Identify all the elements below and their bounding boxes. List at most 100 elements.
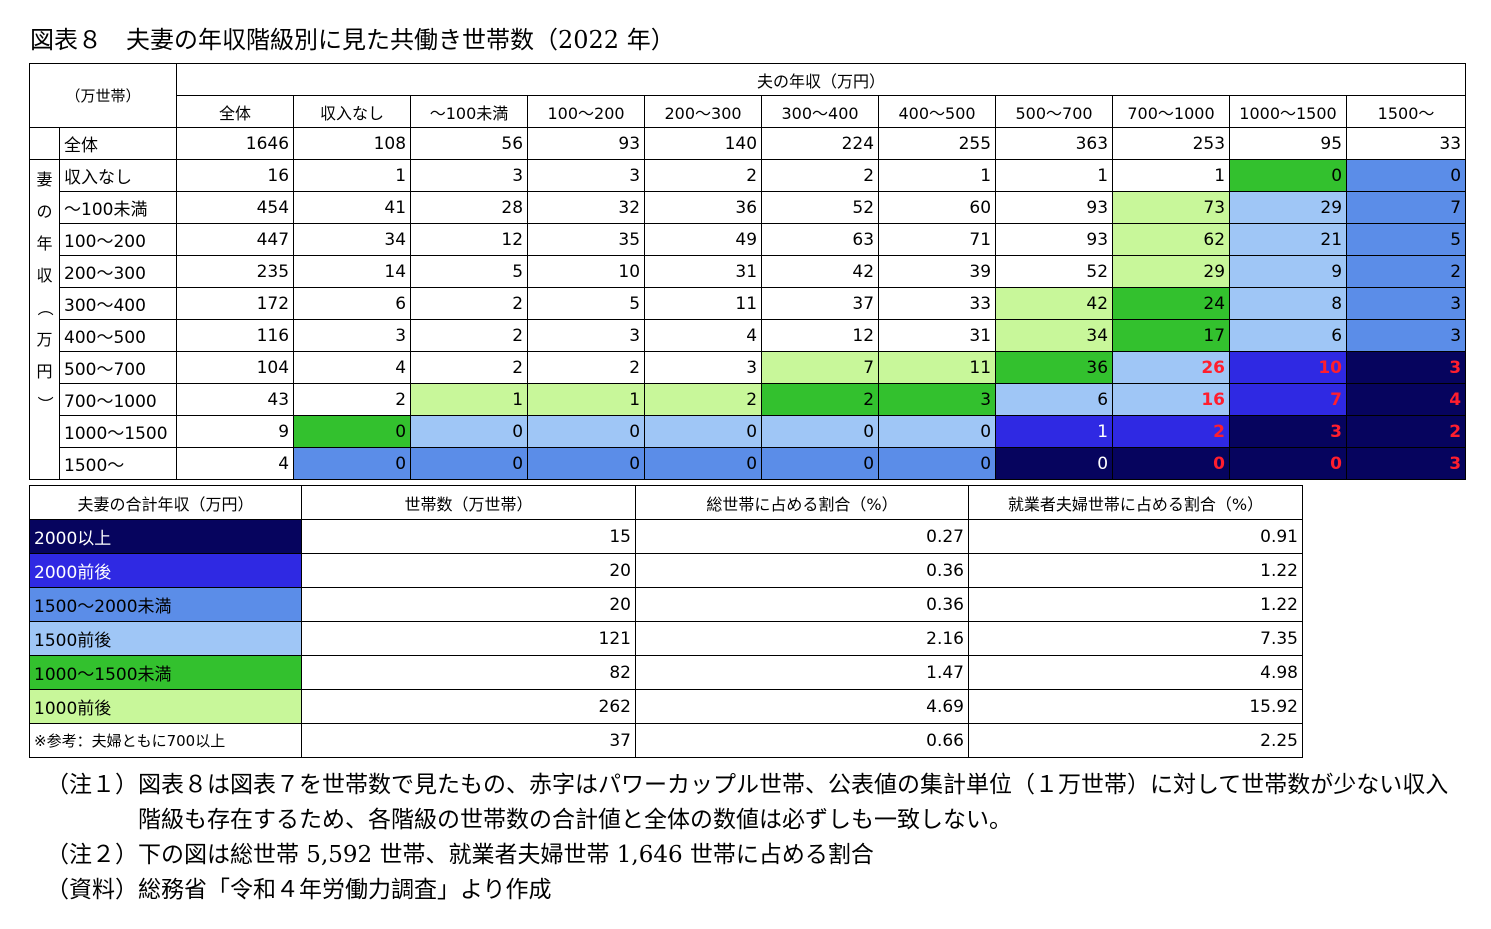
data-cell: 4 [176, 447, 295, 480]
table-row: 400～500 116 3 2 3 4 12 31 34 17 6 3 [30, 319, 1467, 352]
data-cell: 5 [410, 255, 529, 288]
table-row: 全体 1646 108 56 93 140 224 255 363 253 95 33 [29, 127, 1467, 160]
share-total-cell: 4.69 [635, 689, 969, 724]
table-row: 妻の年収（万円）収入なし 16 1 3 3 2 2 1 1 1 0 0 [29, 159, 1467, 480]
data-cell: 1 [878, 159, 997, 192]
table-row: 100～200 447 34 12 35 49 63 71 93 62 21 5 [30, 223, 1467, 256]
data-cell: 11 [878, 351, 997, 384]
column-header: 1500～ [1346, 95, 1467, 128]
data-cell: 56 [410, 127, 529, 160]
data-cell: 0 [410, 447, 529, 480]
matrix-header-row-2: 全体 収入なし ～100未満 100～200 200～300 300～400 400～500… [30, 95, 1467, 128]
data-cell: 35 [527, 223, 646, 256]
data-cell: 12 [410, 223, 529, 256]
data-cell: 2 [644, 383, 763, 416]
column-header: 全体 [176, 95, 295, 128]
summary-header: 総世帯に占める割合（%） [635, 485, 969, 520]
data-cell: 363 [995, 127, 1114, 160]
data-cell: 6 [1229, 319, 1348, 352]
data-cell: 36 [995, 351, 1114, 384]
data-cell: 10 [1229, 351, 1348, 384]
data-cell: 5 [1346, 223, 1467, 256]
table-row: 1000前後 262 4.69 15.92 [29, 689, 1303, 724]
note-text: 総務省「令和４年労働力調査」より作成 [138, 877, 552, 903]
data-cell: 9 [176, 415, 295, 448]
column-header: 400～500 [878, 95, 997, 128]
data-cell: 116 [176, 319, 295, 352]
share-working-cell: 7.35 [968, 621, 1303, 656]
income-band-label: ※参考：夫婦ともに700以上 [29, 723, 302, 758]
table-row: 500～700 104 4 2 2 3 7 11 36 26 10 3 [30, 351, 1467, 384]
note-key: （注２） [46, 842, 138, 868]
data-cell: 43 [176, 383, 295, 416]
data-cell: 93 [995, 223, 1114, 256]
data-cell: 14 [293, 255, 412, 288]
table-row: 1500～2000未満 20 0.36 1.22 [29, 587, 1303, 622]
data-cell: 21 [1229, 223, 1348, 256]
note-item: （注１） 図表８は図表７を世帯数で見たもの、赤字はパワーカップル世帯、公表値の集計… [46, 768, 1466, 838]
table-row: 1500前後 121 2.16 7.35 [29, 621, 1303, 656]
data-cell: 2 [410, 287, 529, 320]
data-cell: 60 [878, 191, 997, 224]
data-cell: 33 [878, 287, 997, 320]
share-working-cell: 0.91 [968, 519, 1303, 554]
data-cell: 4 [644, 319, 763, 352]
data-cell: 3 [293, 319, 412, 352]
row-label: 400～500 [58, 319, 178, 352]
data-cell: 0 [995, 447, 1114, 480]
row-label: 全体 [58, 127, 178, 160]
data-cell: 11 [644, 287, 763, 320]
data-cell: 1 [1112, 159, 1231, 192]
summary-header: 就業者夫婦世帯に占める割合（%） [968, 485, 1303, 520]
data-cell: 29 [1112, 255, 1231, 288]
data-cell: 28 [410, 191, 529, 224]
column-header: 300～400 [761, 95, 880, 128]
income-band-label: 1500～2000未満 [29, 587, 302, 622]
row-label: 300～400 [58, 287, 178, 320]
note-key: （資料） [46, 877, 138, 903]
data-cell: 2 [1346, 415, 1467, 448]
column-header: 100～200 [527, 95, 646, 128]
data-cell: 7 [761, 351, 880, 384]
data-cell: 0 [644, 447, 763, 480]
data-cell: 2 [527, 351, 646, 384]
side-label-char: 円 [36, 362, 53, 381]
side-label-char: 収 [36, 266, 53, 285]
share-total-cell: 1.47 [635, 655, 969, 690]
data-cell: 93 [995, 191, 1114, 224]
matrix-header-row-1: （万世帯） 夫の年収（万円） [28, 63, 1467, 128]
note-item: （注２） 下の図は総世帯 5,592 世帯、就業者夫婦世帯 1,646 世帯に占め… [46, 838, 1466, 873]
table-row: 700～1000 43 2 1 1 2 2 3 6 16 7 4 [30, 383, 1467, 416]
data-cell: 49 [644, 223, 763, 256]
data-cell: 108 [293, 127, 412, 160]
data-cell: 3 [527, 159, 646, 192]
data-cell: 0 [1346, 159, 1467, 192]
data-cell: 0 [410, 415, 529, 448]
share-total-cell: 0.66 [635, 723, 969, 758]
data-cell: 3 [1346, 319, 1467, 352]
side-label-char: 万 [36, 330, 53, 349]
column-header: 700～1000 [1112, 95, 1231, 128]
share-working-cell: 4.98 [968, 655, 1303, 690]
data-cell: 1646 [176, 127, 295, 160]
row-label: 収入なし [58, 159, 178, 192]
data-cell: 140 [644, 127, 763, 160]
data-cell: 24 [1112, 287, 1231, 320]
data-cell: 17 [1112, 319, 1231, 352]
table-row: 1500～ 4 0 0 0 0 0 0 0 0 0 3 [30, 447, 1467, 480]
matrix-table: （万世帯） 夫の年収（万円） 全体 収入なし ～100未満 100～200 200～300 3… [28, 63, 1467, 480]
row-label: 1500～ [58, 447, 178, 480]
households-cell: 20 [301, 553, 636, 588]
share-total-cell: 0.27 [635, 519, 969, 554]
data-cell: 41 [293, 191, 412, 224]
row-label: 1000～1500 [58, 415, 178, 448]
data-cell: 73 [1112, 191, 1231, 224]
note-text: 下の図は総世帯 5,592 世帯、就業者夫婦世帯 1,646 世帯に占める割合 [138, 842, 874, 868]
data-cell: 3 [878, 383, 997, 416]
data-cell: 0 [1229, 159, 1348, 192]
side-label-char: ） [35, 395, 55, 412]
data-cell: 104 [176, 351, 295, 384]
table-row: ※参考：夫婦ともに700以上 37 0.66 2.25 [29, 723, 1303, 758]
data-cell: 16 [1112, 383, 1231, 416]
table-row: 2000以上 15 0.27 0.91 [29, 519, 1303, 554]
